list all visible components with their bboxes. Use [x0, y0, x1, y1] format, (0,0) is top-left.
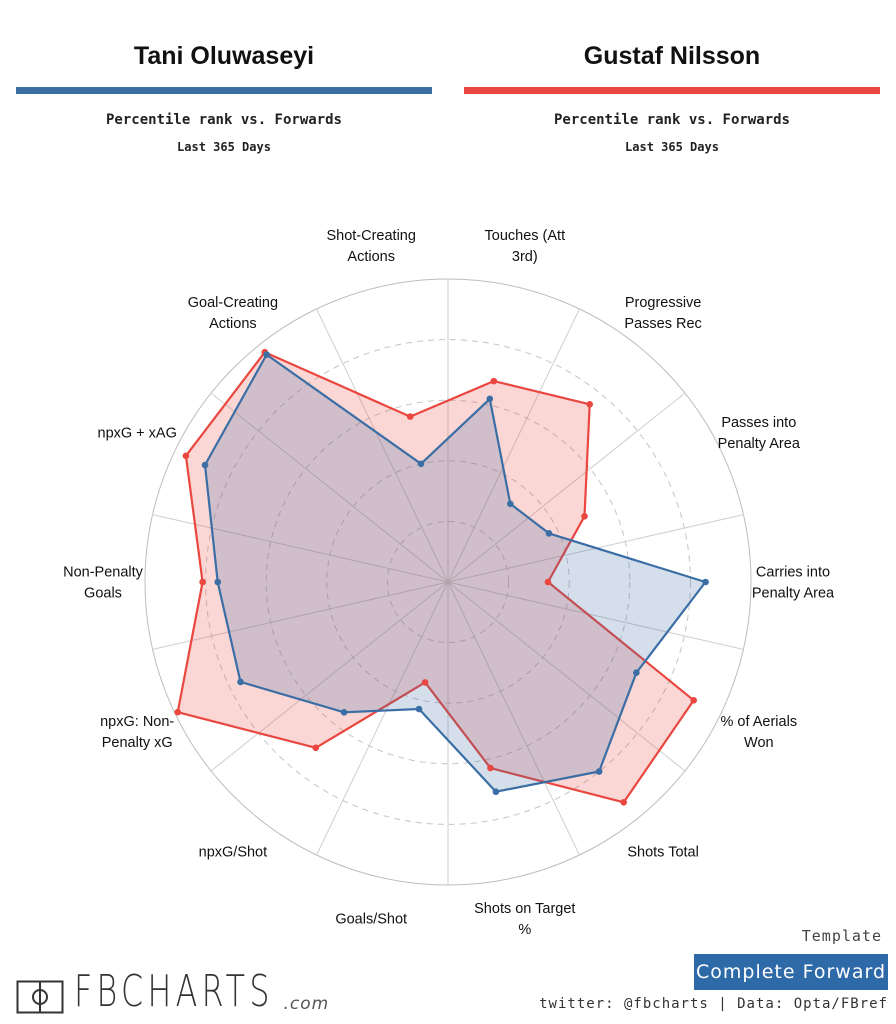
- axis-label-13: Shots Total: [627, 845, 698, 861]
- axis-label-1-line-2: Penalty Area: [752, 586, 835, 602]
- axis-label-9-line-1: npxG: Non-: [100, 714, 174, 730]
- axis-label-14-line-1: % of Aerials: [721, 714, 798, 730]
- player-left-period: Last 365 Days: [177, 140, 271, 154]
- radar-point-left-2: [545, 530, 553, 537]
- radar-point-left-4: [486, 395, 494, 403]
- axis-label-3-line-1: Progressive: [625, 295, 702, 311]
- radar-point-right-11: [421, 679, 429, 686]
- player-right-subtitle: Percentile rank vs. Forwards: [553, 112, 790, 128]
- radar-point-right-13: [620, 799, 627, 806]
- fbcharts-logo: FBCHARTS .com: [16, 970, 329, 1014]
- radar-spoke-2: [447, 392, 686, 583]
- radar-point-right-8: [199, 578, 206, 586]
- radar-spoke-13: [447, 581, 686, 772]
- radar-point-left-5: [417, 460, 425, 468]
- radar-point-right-9: [174, 708, 182, 716]
- axis-label-3: Progressive Passes Rec: [624, 295, 701, 332]
- radar-point-left-7: [201, 461, 209, 469]
- axis-label-1-line-1: Carries into: [756, 565, 830, 581]
- axis-label-2-line-2: Penalty Area: [718, 436, 801, 452]
- axis-label-8-line-2: Goals: [84, 586, 122, 602]
- axis-label-14-line-2: Won: [744, 735, 774, 751]
- player-right-period: Last 365 Days: [625, 140, 719, 154]
- template-name-badge: Complete Forward: [694, 954, 888, 990]
- axis-label-12-line-1: Shots on Target: [474, 901, 575, 917]
- player-left-name: Tani Oluwaseyi: [133, 42, 315, 70]
- radar-ring-1: [386, 520, 510, 644]
- player-right-bar: [464, 87, 880, 94]
- radar-point-right-5: [406, 413, 414, 420]
- radar-point-right-3: [586, 401, 593, 408]
- axis-label-6: Goal-Creating Actions: [188, 295, 278, 332]
- radar-point-right-14: [690, 697, 697, 704]
- axis-label-8: Non-Penalty Goals: [63, 565, 144, 602]
- axis-label-9: npxG: Non- Penalty xG: [100, 714, 174, 751]
- axis-label-5-line-2: Actions: [347, 249, 395, 265]
- radar-point-right-10: [312, 744, 320, 752]
- axis-label-2-line-1: Passes into: [721, 415, 796, 431]
- axis-label-12-line-2: %: [518, 922, 531, 938]
- pitch-icon: [16, 980, 64, 1014]
- axis-label-13-line-1: Shots Total: [627, 845, 698, 861]
- logo-domain: .com: [283, 994, 330, 1014]
- radar-point-right-12: [487, 764, 494, 772]
- radar-point-left-1: [702, 578, 709, 586]
- axis-label-7-line-1: npxG + xAG: [98, 425, 177, 441]
- radar-point-left-8: [214, 578, 222, 586]
- axis-label-7: npxG + xAG: [98, 425, 177, 441]
- axis-label-4-line-2: 3rd): [512, 249, 538, 265]
- radar-point-left-6: [263, 351, 270, 358]
- axis-label-14: % of Aerials Won: [721, 714, 798, 751]
- axis-label-5: Shot-Creating Actions: [326, 228, 415, 265]
- radar-point-left-3: [507, 500, 514, 508]
- template-label: Template: [801, 927, 882, 945]
- axis-label-11-line-1: Goals/Shot: [335, 911, 407, 927]
- axis-label-11: Goals/Shot: [335, 911, 407, 927]
- radar-point-left-9: [237, 678, 244, 686]
- axis-label-3-line-2: Passes Rec: [624, 316, 701, 332]
- radar-spoke-12: [447, 581, 580, 856]
- radar-point-right-2: [581, 512, 588, 520]
- radar-point-left-13: [595, 768, 603, 775]
- axis-label-6-line-2: Actions: [209, 316, 257, 332]
- radar-point-right-7: [182, 452, 190, 460]
- axis-label-10: npxG/Shot: [199, 845, 268, 861]
- radar-ring-3: [265, 399, 631, 765]
- credits-text: twitter: @fbcharts | Data: Opta/FBref: [539, 996, 888, 1012]
- radar-spoke-14: [447, 581, 744, 650]
- radar-spoke-6: [210, 392, 449, 583]
- radar-point-right-4: [490, 377, 498, 385]
- radar-point-left-14: [633, 669, 640, 677]
- axis-label-12: Shots on Target%: [474, 901, 575, 938]
- axis-label-2: Passes into Penalty Area: [718, 415, 801, 452]
- radar-spoke-3: [447, 308, 580, 583]
- radar-point-left-12: [492, 788, 500, 796]
- logo-wordmark: FBCHARTS: [74, 966, 274, 1017]
- radar-spoke-8: [152, 581, 449, 650]
- radar-spoke-10: [316, 581, 449, 856]
- player-left-subtitle: Percentile rank vs. Forwards: [105, 112, 342, 128]
- axis-label-6-line-1: Goal-Creating: [188, 295, 278, 311]
- radar-point-right-1: [544, 578, 552, 586]
- radar-point-left-10: [340, 708, 348, 716]
- player-left-bar: [16, 87, 432, 94]
- axis-label-4: Touches (Att 3rd): [485, 228, 566, 265]
- axis-label-1: Carries into Penalty Area: [752, 565, 835, 602]
- radar-spoke-7: [152, 514, 449, 583]
- axis-label-9-line-2: Penalty xG: [102, 735, 173, 751]
- radar-point-left-11: [415, 705, 423, 713]
- axis-label-4-line-1: Touches (Att: [485, 228, 566, 244]
- radar-spoke-5: [316, 308, 449, 583]
- radar-spoke-9: [210, 581, 449, 772]
- axis-label-10-line-1: npxG/Shot: [199, 845, 268, 861]
- radar-chart: Carries into Penalty Area Passes into Penal…: [63, 228, 835, 938]
- player-right-name: Gustaf Nilsson: [583, 42, 761, 70]
- axis-label-5-line-1: Shot-Creating: [326, 228, 415, 244]
- axis-label-8-line-1: Non-Penalty: [63, 565, 144, 581]
